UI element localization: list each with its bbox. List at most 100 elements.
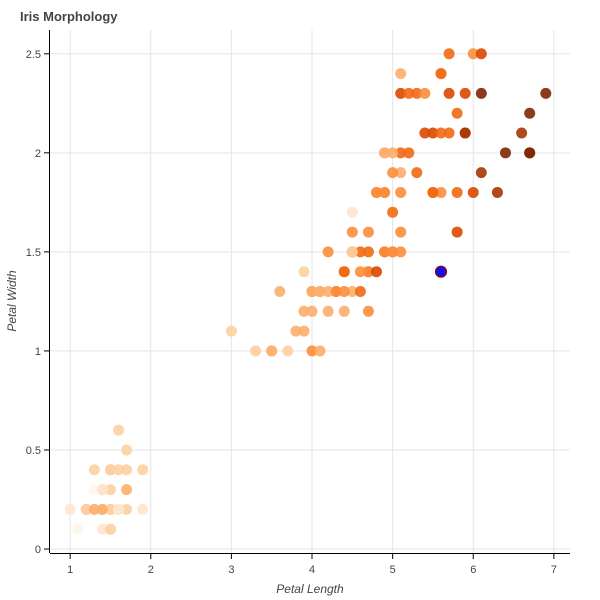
y-tick-label: 2 (35, 148, 41, 160)
scatter-points (64, 48, 552, 535)
scatter-point (362, 266, 374, 278)
scatter-point (354, 286, 366, 297)
scatter-point (338, 305, 350, 317)
scatter-point (72, 523, 84, 535)
scatter-point (395, 167, 407, 179)
scatter-point (459, 127, 471, 139)
scatter-point (427, 186, 439, 198)
y-axis-label: Petal Width (5, 270, 19, 332)
scatter-point (104, 464, 116, 476)
scatter-point (435, 68, 447, 80)
scatter-point (96, 523, 108, 535)
scatter-point (88, 464, 100, 476)
scatter-point (314, 286, 326, 297)
scatter-point (475, 167, 487, 179)
scatter-point (346, 246, 358, 258)
scatter-point (395, 246, 407, 258)
x-tick-label: 4 (309, 564, 315, 576)
x-tick-label: 7 (551, 564, 557, 576)
scatter-point (121, 464, 133, 476)
scatter-point (451, 186, 463, 198)
scatter-point (346, 226, 358, 238)
scatter-point (467, 186, 479, 198)
scatter-point (121, 503, 133, 515)
scatter-point (298, 325, 310, 337)
x-axis-ticks: 1 2 3 4 5 6 7 (67, 553, 557, 576)
x-tick-label: 5 (390, 564, 396, 576)
scatter-point (411, 87, 423, 99)
scatter-point (451, 226, 463, 238)
scatter-point (459, 87, 471, 99)
scatter-point (387, 206, 399, 218)
x-tick-label: 1 (67, 564, 73, 576)
highlighted-point (434, 265, 448, 278)
scatter-point (346, 206, 358, 218)
scatter-point (379, 186, 391, 198)
scatter-point (395, 186, 407, 198)
chart-title: Iris Morphology (20, 9, 118, 24)
scatter-point (411, 167, 423, 179)
scatter-point (338, 286, 350, 297)
scatter-point (419, 87, 431, 99)
scatter-point (524, 147, 536, 159)
x-tick-label: 3 (228, 564, 234, 576)
scatter-point (104, 484, 116, 496)
scatter-point (274, 286, 286, 297)
scatter-point (475, 87, 487, 99)
scatter-point (80, 503, 92, 515)
scatter-point (322, 246, 334, 258)
scatter-point (395, 147, 407, 159)
scatter-point (104, 523, 116, 535)
scatter-point (371, 186, 383, 198)
scatter-point (435, 186, 447, 198)
scatter-point (322, 286, 334, 297)
scatter-point (113, 464, 125, 476)
scatter-point (290, 325, 302, 337)
scatter-point (443, 127, 455, 139)
scatter-point (475, 48, 487, 60)
scatter-point (330, 286, 342, 297)
y-axis-ticks: 0 0.5 1 1.5 2 2.5 (26, 49, 50, 556)
scatter-point (491, 186, 503, 198)
scatter-point (395, 87, 407, 99)
scatter-point (113, 503, 125, 515)
scatter-point (451, 107, 463, 119)
scatter-point (96, 503, 108, 515)
scatter-point (403, 147, 415, 159)
scatter-point (266, 345, 278, 357)
scatter-point (362, 226, 374, 238)
scatter-point (387, 167, 399, 179)
scatter-point (540, 87, 552, 99)
x-axis-label: Petal Length (276, 582, 344, 596)
x-tick-label: 2 (148, 564, 154, 576)
scatter-point (306, 345, 318, 357)
scatter-point (322, 305, 334, 317)
scatter-point (403, 87, 415, 99)
scatter-point (516, 127, 528, 139)
scatter-point (121, 444, 133, 456)
axes (49, 30, 570, 554)
scatter-point (121, 484, 133, 496)
scatter-point (467, 48, 479, 60)
scatter-point (500, 147, 512, 159)
scatter-point (88, 503, 100, 515)
x-tick-label: 6 (470, 564, 476, 576)
scatter-point (137, 503, 149, 515)
scatter-point (435, 127, 447, 139)
scatter-point (96, 484, 108, 496)
scatter-point (371, 266, 383, 278)
scatter-point (379, 147, 391, 159)
scatter-point (395, 226, 407, 238)
scatter-point (113, 424, 125, 436)
scatter-point (137, 464, 149, 476)
scatter-point (314, 345, 326, 357)
y-tick-label: 0.5 (26, 445, 41, 457)
scatter-point (64, 503, 76, 515)
scatter-point (225, 325, 237, 337)
scatter-point (282, 345, 294, 357)
y-tick-label: 1 (35, 346, 41, 358)
scatter-point (395, 68, 407, 80)
scatter-point (419, 127, 431, 139)
